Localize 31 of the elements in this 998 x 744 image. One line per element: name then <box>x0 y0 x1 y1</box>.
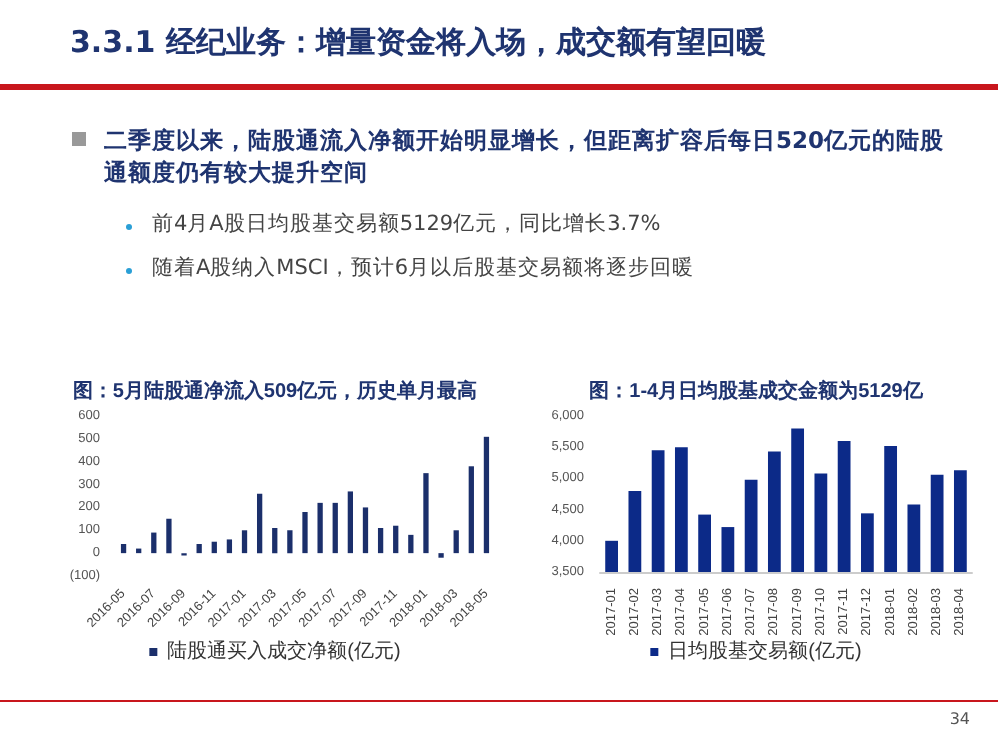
text: 随着A股纳入MSCI，预计6月以后股基交易额将逐步回暖 <box>152 254 695 282</box>
text: 34 <box>949 710 970 728</box>
bar <box>196 544 202 554</box>
legend-label: 陆股通买入成交净额(亿元) <box>167 639 401 663</box>
bar <box>226 539 233 554</box>
bar <box>453 530 459 554</box>
text: 前4月A股日均股基交易额5129亿元，同比增长3.7% <box>152 210 661 238</box>
text: 二季度以来，陆股通流入净额开始明显增长，但距离扩容后每日520亿元的陆股通额度仍有较大提升空间 <box>104 124 947 188</box>
bar <box>287 530 293 554</box>
chart-title: 图：5月陆股通净流入509亿元，历史单月最高 <box>72 379 478 403</box>
bar <box>272 528 278 554</box>
bar <box>408 534 414 554</box>
legend-label: 日均股基交易额(亿元) <box>668 639 862 663</box>
bar <box>256 493 263 554</box>
bar <box>393 525 399 554</box>
bar <box>211 541 217 554</box>
bar <box>483 436 490 554</box>
bar <box>317 502 323 554</box>
bar <box>362 507 369 554</box>
bar <box>151 532 157 554</box>
bar <box>332 502 338 554</box>
text: 3.3.1 经纪业务：增量资金将入场，成交额有望回暖 <box>70 24 766 62</box>
chart-title: 图：1-4月日均股基成交金额为5129亿 <box>589 379 925 403</box>
bar <box>120 544 127 554</box>
bar <box>377 528 384 554</box>
bar <box>347 491 354 554</box>
bar <box>241 530 248 554</box>
bar <box>302 512 308 554</box>
bar <box>166 518 172 554</box>
bar <box>468 466 474 554</box>
bar <box>423 473 429 554</box>
